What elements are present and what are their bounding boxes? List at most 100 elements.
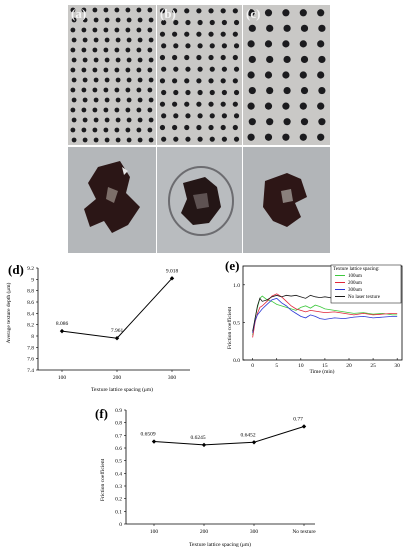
texture-dot <box>81 87 87 93</box>
texture-dot <box>208 78 214 84</box>
data-point <box>59 328 65 334</box>
texture-dot <box>185 43 191 49</box>
dot-grid-b <box>157 5 242 145</box>
x-tick-label: 300 <box>250 529 259 535</box>
texture-dot <box>283 24 291 32</box>
texture-dot <box>220 31 226 37</box>
texture-dot <box>221 19 227 26</box>
texture-dot <box>172 8 178 14</box>
y-tick-label: 9.2 <box>27 266 34 272</box>
data-label: 0.6452 <box>240 432 255 438</box>
texture-dot <box>264 133 273 141</box>
texture-dot <box>161 19 167 26</box>
texture-dot <box>264 71 273 79</box>
texture-dot <box>82 137 88 143</box>
texture-dot <box>208 8 214 14</box>
texture-dot <box>161 113 167 119</box>
texture-dot <box>266 86 274 95</box>
dot-grid-a <box>68 5 156 145</box>
panel-label-a: (a) <box>71 6 87 21</box>
texture-dot <box>147 87 153 93</box>
texture-dot <box>93 57 99 63</box>
detail-b <box>157 147 242 253</box>
texture-dot <box>209 19 215 26</box>
legend-title: Texture lattice spacing: <box>333 267 380 272</box>
crater-a <box>68 147 156 253</box>
chart-friction-spacing: Friction coefficient Texture lattice spa… <box>99 408 316 548</box>
texture-dot <box>266 55 274 64</box>
texture-dot <box>209 136 215 142</box>
texture-dot <box>161 89 167 96</box>
y-tick-label: 0.6 <box>115 446 122 452</box>
texture-dot <box>317 133 325 141</box>
texture-dot <box>197 136 203 142</box>
texture-dot <box>184 78 190 84</box>
texture-dot <box>115 57 121 63</box>
texture-dot <box>136 67 142 73</box>
texture-dot <box>136 47 142 53</box>
texture-dot <box>197 66 203 72</box>
texture-dot <box>172 124 178 131</box>
data-label: 7.961 <box>111 328 124 334</box>
y-tick-label: 7.6 <box>27 357 34 363</box>
texture-dot <box>114 127 120 133</box>
texture-dot <box>283 86 291 95</box>
texture-dot <box>92 67 98 73</box>
texture-dot <box>173 19 179 26</box>
texture-dot <box>103 87 109 93</box>
texture-dot <box>137 77 143 83</box>
texture-dot <box>185 19 191 26</box>
texture-dot <box>137 137 143 143</box>
texture-dot <box>82 37 88 43</box>
texture-dot <box>82 77 88 83</box>
texture-dot <box>71 77 77 83</box>
texture-dot <box>196 101 202 107</box>
texture-dot <box>220 54 226 61</box>
texture-dot <box>197 89 203 96</box>
texture-dot <box>209 43 215 49</box>
texture-dot <box>81 127 87 133</box>
texture-dot <box>147 127 153 133</box>
texture-dot <box>159 101 166 107</box>
x-tick-label: No texture <box>292 529 316 535</box>
texture-dot <box>233 66 240 72</box>
texture-dot <box>159 78 166 84</box>
texture-dot <box>103 107 109 113</box>
texture-dot <box>93 137 99 143</box>
x-tick-label: 10 <box>298 363 304 369</box>
x-tick-label: 300 <box>168 375 177 381</box>
texture-dot <box>70 107 76 113</box>
y-tick-label: 8.8 <box>27 289 34 295</box>
data-point <box>201 442 207 448</box>
texture-dot <box>148 117 154 123</box>
x-tick-label: 30 <box>394 363 400 369</box>
panel-label-c: (c) <box>246 6 261 21</box>
series-line <box>252 293 398 338</box>
panel-label-e: (e) <box>225 258 240 273</box>
texture-dot <box>196 31 202 37</box>
texture-dot <box>147 7 153 13</box>
texture-dot <box>148 17 154 23</box>
legend-entry: No laser texture <box>348 295 381 300</box>
crater-c <box>243 147 330 253</box>
texture-dot <box>318 118 326 126</box>
texture-dot <box>247 9 255 17</box>
texture-dot <box>318 55 326 64</box>
x-tick-label: 200 <box>113 375 122 381</box>
chart-texture-depth: Average texture depth (μm) Texture latti… <box>5 266 190 393</box>
x-tick-label: 20 <box>346 363 352 369</box>
texture-dot <box>70 87 76 93</box>
texture-dot <box>299 102 307 110</box>
texture-dot <box>208 54 214 61</box>
texture-dot <box>159 54 166 61</box>
texture-dot <box>161 136 167 142</box>
series-line <box>252 295 398 336</box>
panel-label-b: (b) <box>160 6 176 21</box>
data-label: 0.6509 <box>140 432 155 438</box>
data-label: 0.77 <box>293 416 303 422</box>
y-tick-label: 0.7 <box>115 433 122 439</box>
texture-dot <box>137 17 143 23</box>
data-label: 0.6245 <box>190 435 205 441</box>
texture-dot <box>283 55 291 64</box>
texture-dot <box>71 137 77 143</box>
